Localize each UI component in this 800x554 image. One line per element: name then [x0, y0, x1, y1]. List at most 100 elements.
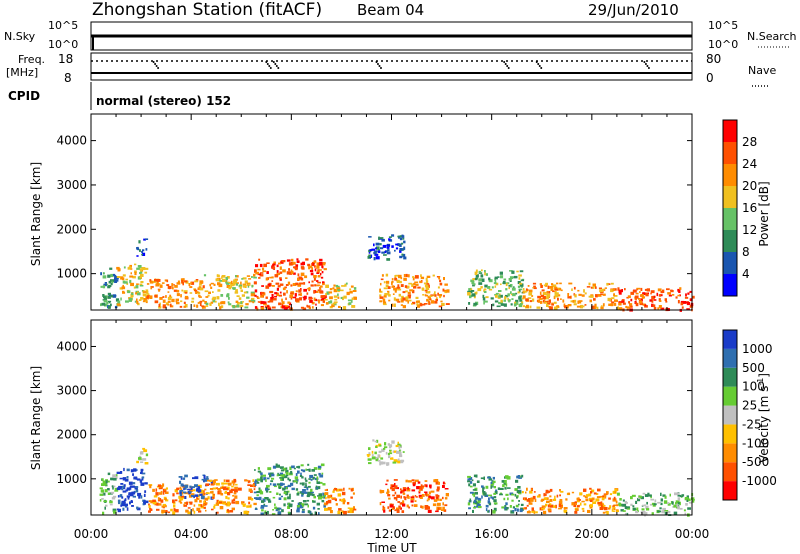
velocity-cell	[614, 488, 618, 492]
power-cell	[317, 281, 321, 284]
velocity-cell	[664, 510, 669, 512]
velocity-cell	[196, 489, 201, 492]
velocity-cell	[424, 484, 427, 487]
velocity-cell	[201, 478, 206, 481]
power-colorbar-tick-label: 16	[742, 201, 757, 215]
velocity-cell	[227, 510, 230, 514]
velocity-cell	[314, 511, 317, 515]
power-cell	[487, 286, 491, 289]
velocity-cell	[635, 511, 639, 514]
velocity-cell	[341, 499, 344, 502]
power-cell	[294, 293, 297, 297]
velocity-cell	[632, 507, 636, 511]
velocity-cell	[495, 489, 498, 492]
velocity-cell	[271, 513, 276, 515]
power-cell	[553, 306, 558, 310]
power-cell	[308, 266, 310, 270]
power-cell	[165, 295, 167, 298]
velocity-cell	[686, 499, 689, 502]
velocity-cell	[529, 490, 533, 494]
power-cell	[202, 285, 205, 289]
power-cell	[677, 288, 681, 292]
velocity-cell	[310, 488, 313, 492]
power-cell	[136, 283, 139, 285]
velocity-cell	[230, 488, 235, 491]
power-cell	[684, 296, 689, 299]
velocity-cell	[399, 451, 402, 455]
velocity-cell	[574, 510, 578, 514]
velocity-cell	[124, 506, 128, 508]
power-cell	[114, 280, 118, 283]
velocity-cell	[388, 455, 391, 459]
power-cell	[328, 300, 331, 304]
velocity-cell	[206, 478, 209, 481]
power-cell	[218, 283, 223, 288]
power-cell	[176, 293, 180, 297]
velocity-cell	[119, 494, 123, 498]
power-cell	[630, 291, 635, 295]
velocity-cell	[279, 472, 284, 475]
velocity-cell	[675, 502, 677, 505]
power-cell	[260, 291, 263, 295]
power-cell	[175, 300, 178, 303]
power-cell	[235, 289, 238, 293]
power-cell	[257, 301, 260, 303]
velocity-cell	[296, 508, 299, 511]
power-cell	[166, 284, 170, 286]
power-cell	[521, 301, 524, 305]
velocity-cell	[390, 444, 393, 448]
velocity-cell	[493, 499, 497, 503]
velocity-cell	[224, 491, 227, 494]
power-cell	[567, 296, 572, 299]
velocity-cell	[307, 463, 310, 466]
power-cell	[274, 274, 278, 278]
power-cell	[298, 297, 302, 301]
power-cell	[201, 305, 204, 309]
power-cell	[193, 288, 197, 291]
power-cell	[386, 258, 391, 261]
power-cell	[516, 270, 519, 273]
velocity-cell	[622, 499, 625, 502]
velocity-cell	[101, 498, 104, 500]
power-cell	[167, 296, 172, 301]
velocity-cell	[298, 502, 302, 505]
velocity-cell	[307, 485, 311, 488]
power-cell	[306, 305, 311, 308]
velocity-cell	[469, 491, 474, 494]
power-cell	[518, 289, 521, 293]
power-cell	[507, 297, 509, 301]
date-label: 29/Jun/2010	[588, 1, 679, 19]
velocity-cell	[481, 495, 483, 499]
velocity-cell	[424, 491, 428, 494]
power-patch	[522, 282, 619, 310]
velocity-cell	[616, 510, 620, 512]
power-cell	[568, 282, 573, 285]
power-cell	[691, 295, 695, 299]
power-cell	[236, 283, 238, 286]
velocity-cell	[509, 505, 512, 508]
velocity-cell	[301, 493, 304, 495]
power-cell	[193, 304, 196, 307]
power-cell	[665, 301, 668, 303]
power-cell	[136, 298, 138, 302]
power-cell	[128, 299, 132, 302]
power-colorbar-swatch	[723, 252, 737, 274]
velocity-cell	[546, 500, 550, 503]
velocity-cell	[580, 502, 582, 506]
power-cell	[440, 300, 443, 303]
power-cell	[264, 305, 267, 308]
velocity-cell	[205, 509, 207, 512]
power-cell	[379, 288, 381, 292]
power-cell	[106, 301, 109, 305]
power-cell	[383, 287, 388, 290]
velocity-cell	[165, 487, 168, 490]
velocity-cell	[331, 498, 336, 500]
velocity-cell	[414, 500, 417, 502]
nave-dip-point	[265, 61, 268, 63]
velocity-cell	[260, 505, 265, 508]
power-cell	[130, 282, 134, 287]
power-cell	[378, 236, 380, 240]
power-patch	[467, 269, 525, 308]
power-cell	[376, 246, 380, 250]
velocity-cell	[436, 488, 440, 492]
